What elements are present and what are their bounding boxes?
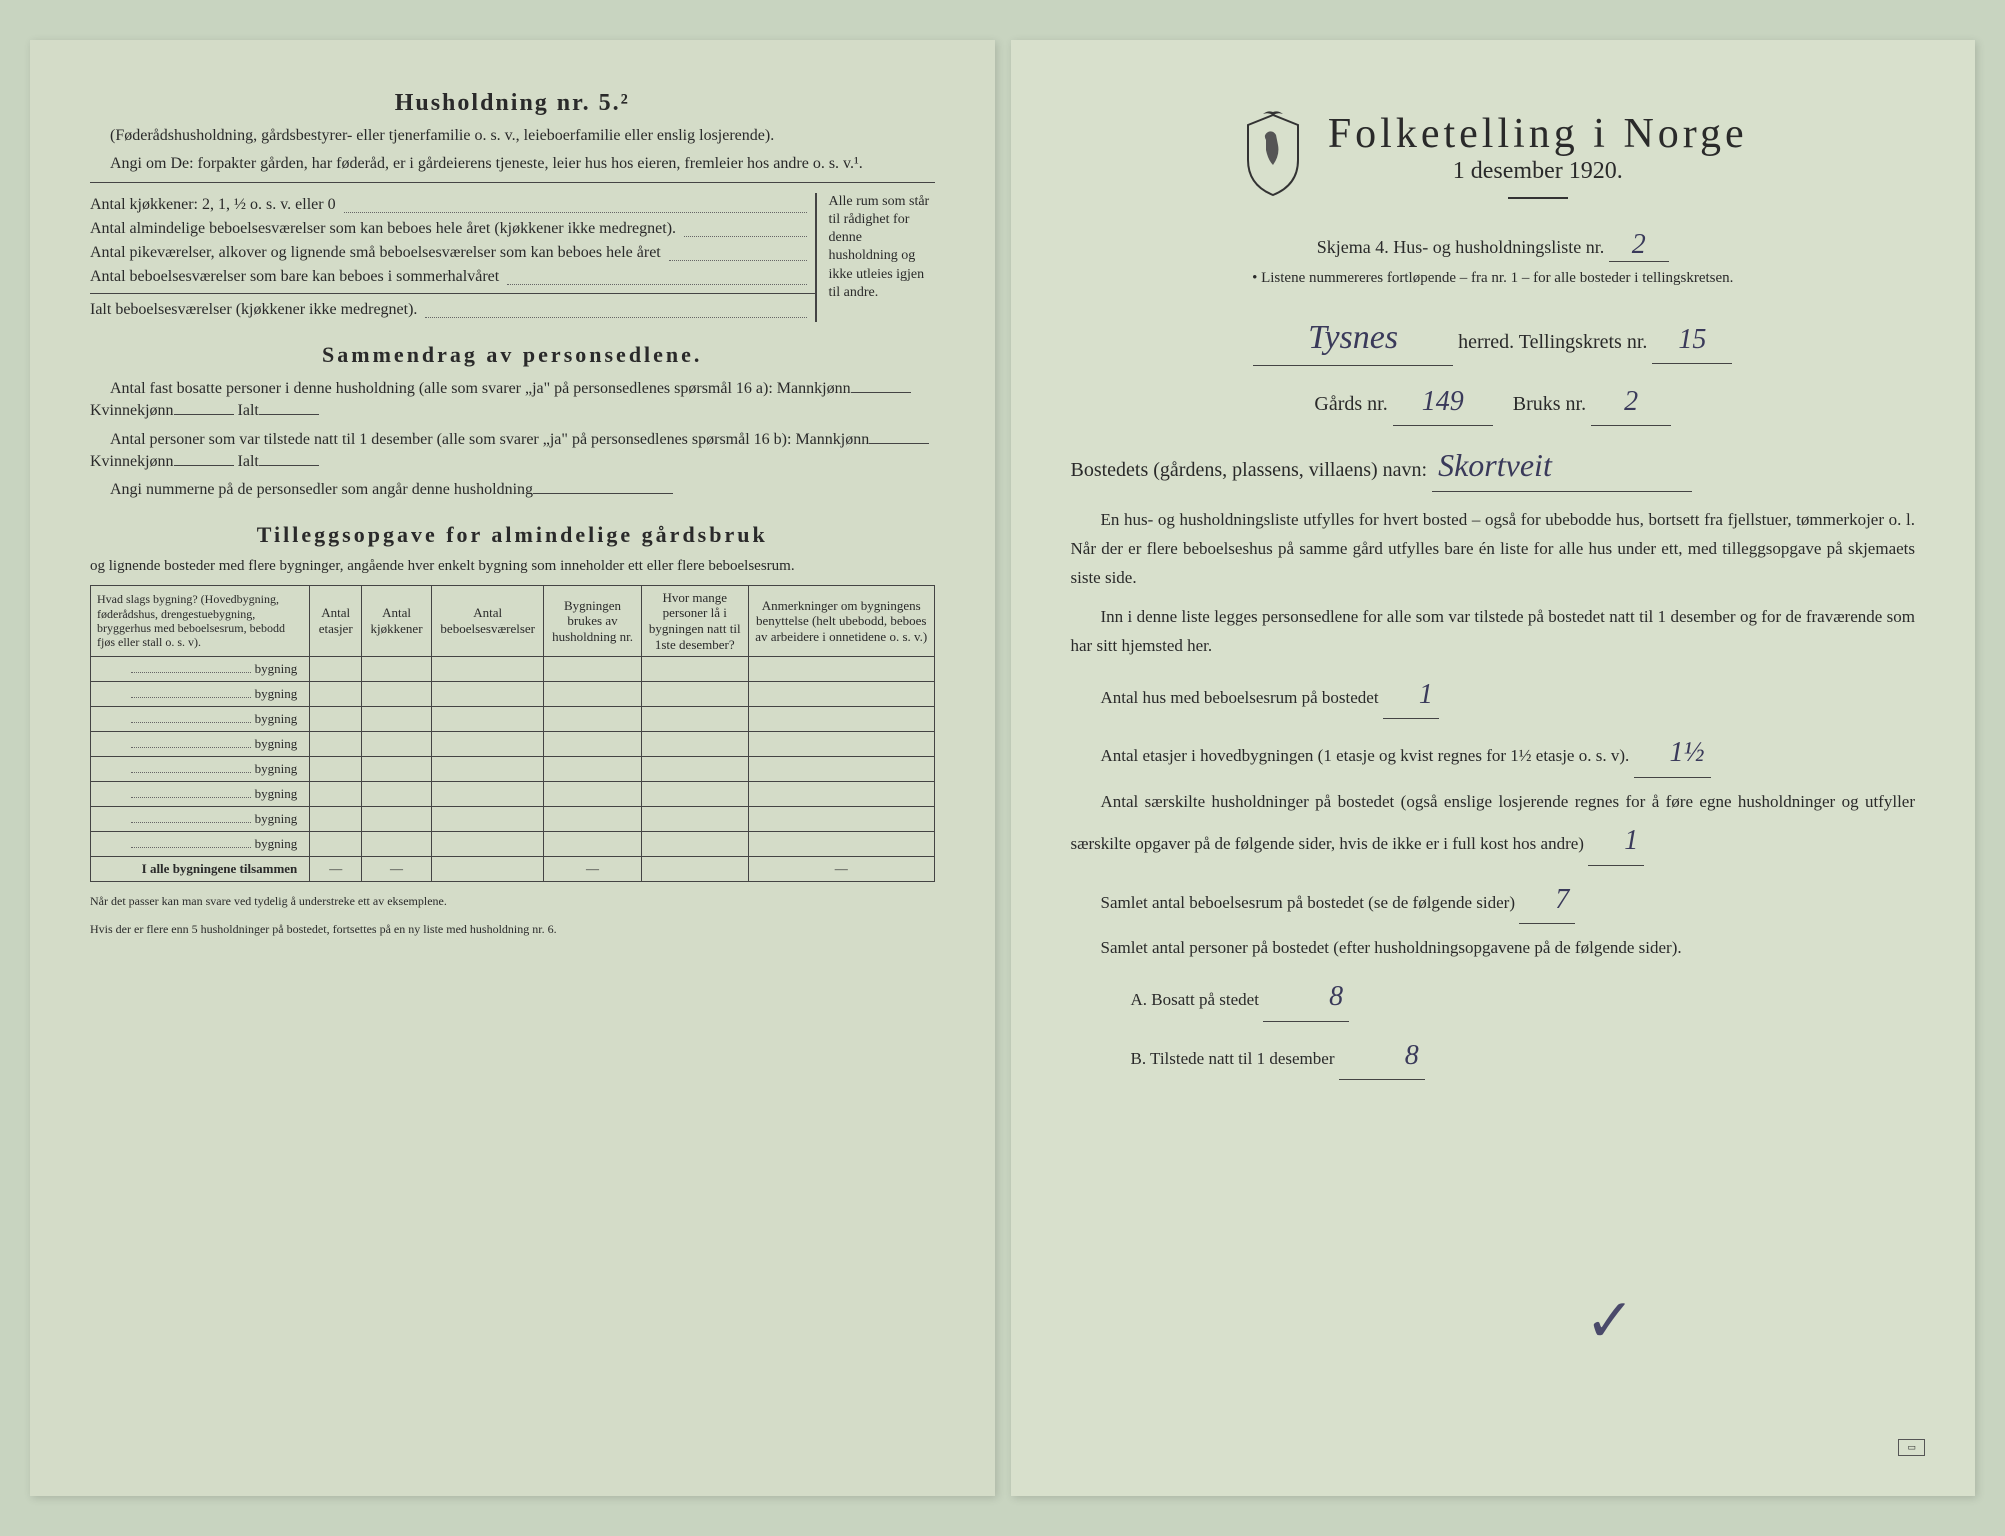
coat-of-arms-icon bbox=[1238, 110, 1308, 205]
q5b-label: B. Tilstede natt til 1 desember bbox=[1131, 1049, 1335, 1068]
tillegg-title: Tilleggsopgave for almindelige gårdsbruk bbox=[90, 522, 935, 548]
right-page: Folketelling i Norge 1 desember 1920. Sk… bbox=[1011, 40, 1976, 1496]
table-row: bygning bbox=[91, 682, 935, 707]
list-note: Listene nummereres fortløpende – fra nr.… bbox=[1261, 270, 1733, 286]
th-3: Antal beboelsesværelser bbox=[431, 585, 543, 656]
q4: Samlet antal beboelsesrum på bostedet (s… bbox=[1101, 893, 1515, 912]
rooms-3: Antal beboelsesværelser som bare kan beb… bbox=[90, 265, 499, 289]
left-page: Husholdning nr. 5.² (Føderådshusholdning… bbox=[30, 40, 995, 1496]
q4-val: 7 bbox=[1519, 876, 1575, 925]
skjema-label: Skjema 4. Hus- og husholdningsliste nr. bbox=[1317, 237, 1605, 257]
q5a-val: 8 bbox=[1263, 973, 1349, 1022]
brace-note: Alle rum som står til rådighet for denne… bbox=[815, 193, 935, 322]
intro-2: Angi om De: forpakter gården, har føderå… bbox=[90, 153, 935, 175]
bosted-value: Skortveit bbox=[1432, 440, 1692, 492]
th-1: Antal etasjer bbox=[310, 585, 362, 656]
q3-val: 1 bbox=[1588, 817, 1644, 866]
table-row: bygning bbox=[91, 732, 935, 757]
th-5: Hvor mange personer lå i bygningen natt … bbox=[641, 585, 748, 656]
bruks-nr: 2 bbox=[1591, 380, 1671, 426]
bygning-table: Hvad slags bygning? (Hovedbygning, føder… bbox=[90, 585, 935, 882]
checkmark-icon: ✓ bbox=[1585, 1286, 1635, 1356]
krets-nr: 15 bbox=[1652, 318, 1732, 364]
q1: Antal hus med beboelsesrum på bostedet bbox=[1101, 688, 1379, 707]
q5b-val: 8 bbox=[1339, 1032, 1425, 1081]
table-row: bygning bbox=[91, 707, 935, 732]
kitchen-line: Antal kjøkkener: 2, 1, ½ o. s. v. eller … bbox=[90, 193, 336, 217]
q2-val: 1½ bbox=[1634, 729, 1711, 778]
herred-value: Tysnes bbox=[1253, 311, 1453, 366]
q5a-label: A. Bosatt på stedet bbox=[1131, 990, 1259, 1009]
rooms-2: Antal pikeværelser, alkover og lignende … bbox=[90, 241, 661, 265]
summary-title: Sammendrag av personsedlene. bbox=[90, 342, 935, 368]
q5: Samlet antal personer på bostedet (efter… bbox=[1071, 934, 1916, 963]
footnote-2: Hvis der er flere enn 5 husholdninger på… bbox=[90, 922, 935, 938]
rooms-1: Antal almindelige beboelsesværelser som … bbox=[90, 217, 676, 241]
table-row: bygning bbox=[91, 782, 935, 807]
tillegg-sub: og lignende bosteder med flere bygninger… bbox=[90, 558, 935, 575]
skjema-nr: 2 bbox=[1609, 229, 1669, 262]
summary-1: Antal fast bosatte personer i denne hush… bbox=[110, 380, 851, 397]
q1-val: 1 bbox=[1383, 671, 1439, 720]
table-row: bygning bbox=[91, 832, 935, 857]
gards-label: Gårds nr. bbox=[1314, 393, 1387, 415]
th-4: Bygningen brukes av husholdning nr. bbox=[544, 585, 641, 656]
rooms-brace-section: Antal kjøkkener: 2, 1, ½ o. s. v. eller … bbox=[90, 193, 935, 322]
main-title: Folketelling i Norge bbox=[1328, 110, 1748, 158]
th-0: Hvad slags bygning? (Hovedbygning, føder… bbox=[91, 585, 310, 656]
date-line: 1 desember 1920. bbox=[1328, 158, 1748, 185]
total-row-label: I alle bygningene tilsammen bbox=[91, 857, 310, 882]
household-heading: Husholdning nr. 5.² bbox=[90, 90, 935, 117]
th-2: Antal kjøkkener bbox=[362, 585, 432, 656]
summary-2: Antal personer som var tilstede natt til… bbox=[110, 431, 869, 448]
herred-label: herred. Tellingskrets nr. bbox=[1458, 331, 1647, 353]
para-2: Inn i denne liste legges personsedlene f… bbox=[1071, 603, 1916, 661]
th-6: Anmerkninger om bygningens benyttelse (h… bbox=[748, 585, 934, 656]
summary-3: Angi nummerne på de personsedler som ang… bbox=[110, 481, 533, 498]
q2: Antal etasjer i hovedbygningen (1 etasje… bbox=[1101, 746, 1630, 765]
para-1: En hus- og husholdningsliste utfylles fo… bbox=[1071, 506, 1916, 593]
gards-nr: 149 bbox=[1393, 380, 1493, 426]
table-row: bygning bbox=[91, 757, 935, 782]
bosted-label: Bostedets (gårdens, plassens, villaens) … bbox=[1071, 459, 1428, 481]
table-row: bygning bbox=[91, 807, 935, 832]
footnote-1: Når det passer kan man svare ved tydelig… bbox=[90, 894, 935, 910]
intro-1: (Føderådshusholdning, gårdsbestyrer- ell… bbox=[90, 125, 935, 147]
bruks-label: Bruks nr. bbox=[1513, 393, 1586, 415]
table-row: bygning bbox=[91, 657, 935, 682]
rooms-total: Ialt beboelsesværelser (kjøkkener ikke m… bbox=[90, 298, 417, 322]
q3: Antal særskilte husholdninger på bostede… bbox=[1071, 792, 1916, 853]
printer-stamp: ▭ bbox=[1898, 1439, 1925, 1456]
